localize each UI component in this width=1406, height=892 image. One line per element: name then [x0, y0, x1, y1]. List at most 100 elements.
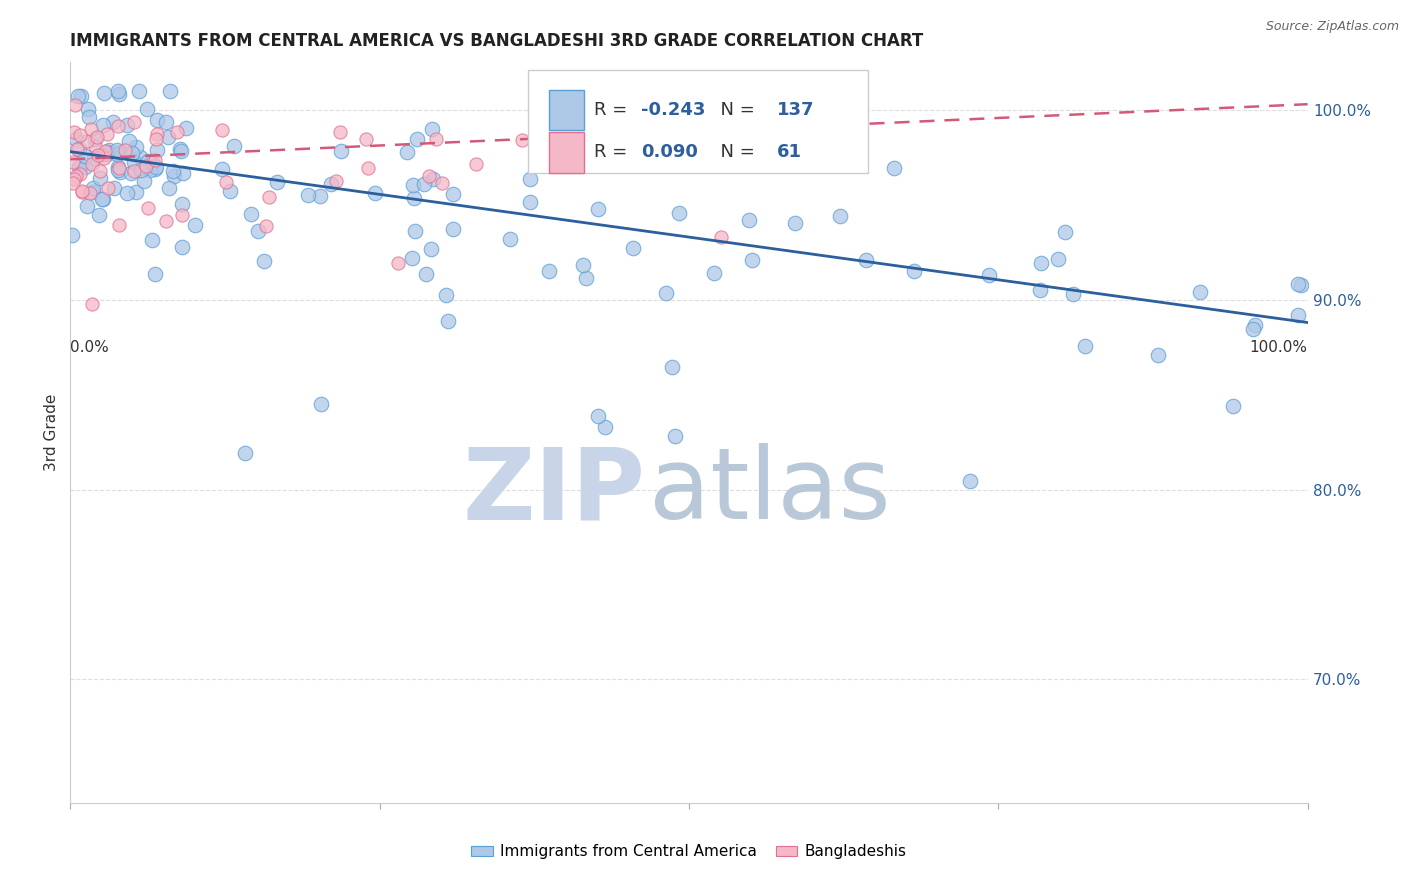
FancyBboxPatch shape: [529, 70, 869, 173]
Point: [132, 174, 155, 188]
Point: [1241, 321, 1264, 335]
Point: [710, 230, 733, 244]
Point: [903, 264, 925, 278]
Point: [122, 154, 145, 169]
Point: [325, 174, 347, 188]
Point: [60, 227, 83, 242]
Point: [103, 114, 125, 128]
Point: [135, 102, 157, 116]
Point: [412, 177, 434, 191]
Point: [211, 122, 233, 136]
Point: [664, 429, 686, 443]
Point: [73, 149, 96, 163]
Point: [219, 184, 242, 198]
Point: [176, 121, 198, 136]
Point: [1222, 399, 1244, 413]
Point: [586, 409, 609, 424]
Point: [143, 268, 166, 282]
Point: [1053, 225, 1076, 239]
Point: [80, 157, 103, 171]
Point: [105, 143, 128, 157]
Point: [93, 87, 115, 101]
Point: [63, 125, 86, 139]
Point: [395, 145, 418, 159]
Point: [1147, 348, 1170, 362]
Point: [329, 144, 352, 158]
Point: [77, 110, 100, 124]
Point: [63, 172, 86, 186]
FancyBboxPatch shape: [550, 90, 583, 130]
Point: [1244, 318, 1267, 332]
Point: [1047, 252, 1070, 267]
Point: [319, 178, 342, 192]
Point: [66, 141, 89, 155]
Point: [387, 256, 409, 270]
Point: [538, 264, 561, 278]
Point: [91, 148, 114, 162]
Point: [1029, 283, 1052, 297]
Point: [364, 186, 387, 200]
Point: [166, 125, 188, 139]
Point: [224, 139, 246, 153]
Point: [141, 233, 163, 247]
Point: [110, 164, 132, 178]
Point: [75, 160, 97, 174]
Point: [510, 132, 533, 146]
Text: 0.090: 0.090: [641, 144, 697, 161]
Point: [129, 163, 152, 178]
Point: [465, 157, 488, 171]
Point: [434, 288, 457, 302]
Point: [66, 89, 89, 103]
Point: [254, 219, 277, 233]
Point: [706, 101, 728, 115]
Point: [107, 160, 129, 174]
Point: [96, 147, 118, 161]
Point: [309, 397, 332, 411]
Point: [1286, 309, 1309, 323]
Point: [115, 118, 138, 132]
Point: [62, 177, 84, 191]
Point: [246, 224, 269, 238]
Point: [145, 113, 167, 128]
Point: [425, 132, 447, 146]
Point: [96, 145, 118, 159]
Point: [266, 175, 288, 189]
Point: [121, 146, 143, 161]
Point: [89, 171, 111, 186]
Point: [65, 169, 87, 183]
Point: [93, 151, 115, 165]
Point: [959, 474, 981, 488]
Point: [1189, 285, 1212, 299]
Point: [143, 153, 166, 167]
Point: [82, 181, 104, 195]
Point: [211, 161, 233, 176]
Point: [118, 134, 141, 148]
Text: 61: 61: [776, 144, 801, 161]
Point: [422, 172, 444, 186]
Point: [233, 446, 256, 460]
Point: [79, 186, 101, 200]
Point: [143, 162, 166, 177]
Point: [170, 240, 193, 254]
Point: [253, 253, 276, 268]
Point: [108, 161, 131, 176]
Point: [578, 96, 600, 111]
Point: [418, 169, 440, 184]
Point: [830, 209, 852, 223]
Point: [125, 140, 148, 154]
Point: [89, 208, 111, 222]
Point: [139, 163, 162, 178]
Point: [329, 125, 352, 139]
Point: [783, 216, 806, 230]
Point: [430, 176, 453, 190]
Point: [1074, 339, 1097, 353]
Point: [105, 147, 128, 161]
Point: [169, 142, 191, 156]
Point: [83, 152, 105, 166]
Point: [741, 253, 763, 268]
Point: [107, 119, 129, 133]
Point: [172, 208, 194, 222]
Point: [156, 130, 179, 145]
Text: -0.243: -0.243: [641, 101, 704, 120]
Point: [122, 115, 145, 129]
